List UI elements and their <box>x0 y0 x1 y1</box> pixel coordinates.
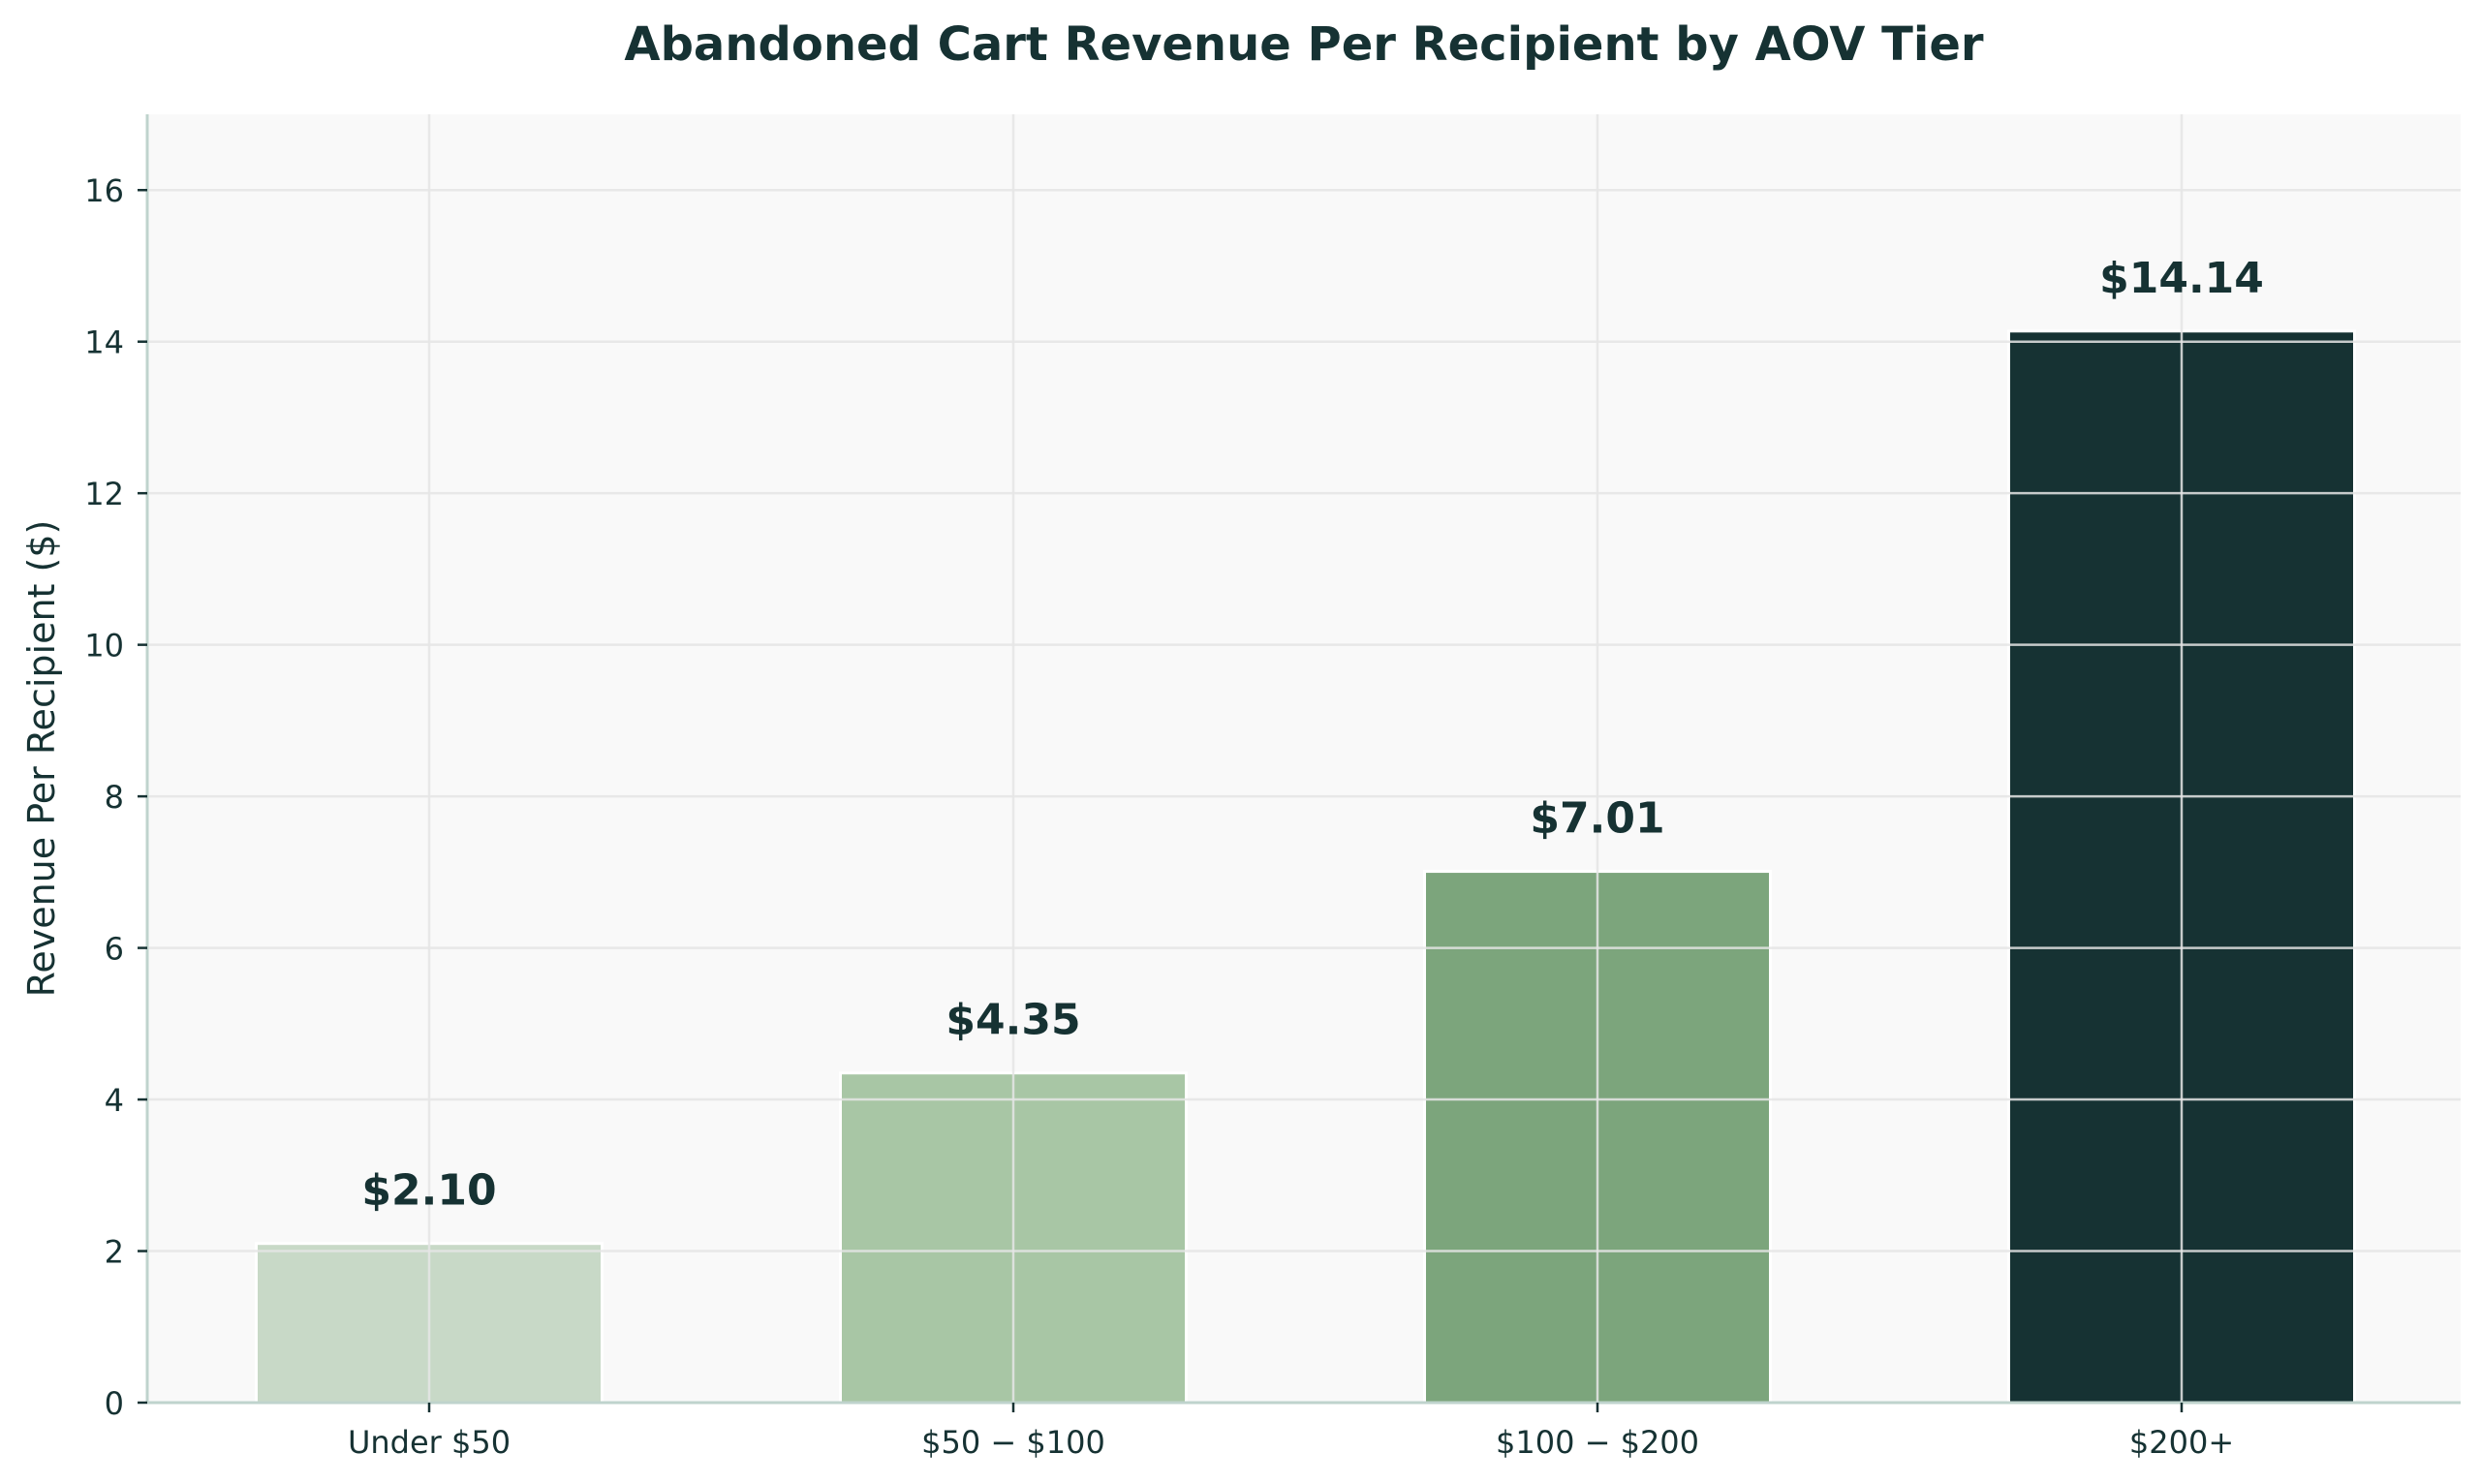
y-tick-label-0: 0 <box>105 1385 124 1422</box>
gridlines-group <box>147 114 2461 1403</box>
y-tick-label-4: 8 <box>105 779 124 816</box>
value-label-4: $14.14 <box>2099 254 2264 303</box>
x-tick-label-2: $50 − $100 <box>921 1424 1105 1461</box>
x-tick-label-4: $200+ <box>2129 1424 2234 1461</box>
axes-group: 0 2 4 6 8 10 12 14 16 Under $50 $50 − $100 $100 − $… <box>84 114 2461 1461</box>
y-tick-label-8: 16 <box>84 172 124 209</box>
value-label-3: $7.01 <box>1530 794 1664 844</box>
y-tick-label-2: 4 <box>105 1082 124 1119</box>
x-tick-label-1: Under $50 <box>348 1424 511 1461</box>
value-label-2: $4.35 <box>946 996 1080 1045</box>
y-axis-label: Revenue Per Recipient ($) <box>20 520 63 998</box>
x-tick-label-3: $100 − $200 <box>1496 1424 1699 1461</box>
y-tick-label-3: 6 <box>105 931 124 968</box>
chart-title: Abandoned Cart Revenue Per Recipient by … <box>624 17 1983 72</box>
value-labels-group: $2.10 $4.35 $7.01 $14.14 <box>361 254 2263 1216</box>
y-tick-label-7: 14 <box>84 325 124 361</box>
y-tick-label-1: 2 <box>105 1234 124 1271</box>
value-label-1: $2.10 <box>361 1166 496 1216</box>
y-tick-label-6: 12 <box>84 476 124 512</box>
y-tick-label-5: 10 <box>84 628 124 665</box>
